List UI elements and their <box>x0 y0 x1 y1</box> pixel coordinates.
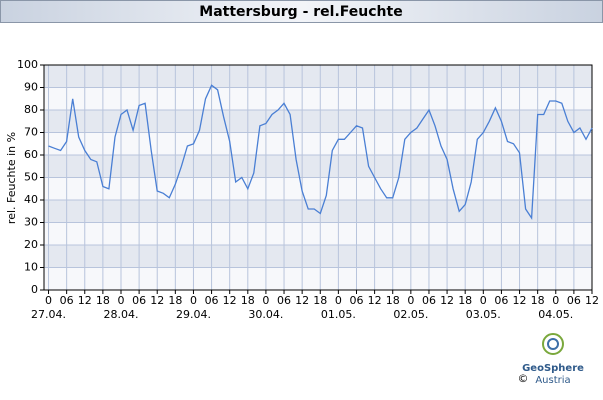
y-tick-label: 100 <box>17 58 38 71</box>
x-tick-label: 18 <box>386 294 400 307</box>
x-tick-label: 06 <box>567 294 581 307</box>
x-tick-label: 0 <box>407 294 414 307</box>
x-tick-label: 18 <box>241 294 255 307</box>
y-axis-label: rel. Feuchte in % <box>5 132 18 224</box>
x-tick-label: 12 <box>78 294 92 307</box>
x-tick-label: 12 <box>150 294 164 307</box>
day-label: 02.05. <box>393 308 428 321</box>
grid-band <box>44 65 592 88</box>
x-tick-label: 0 <box>262 294 269 307</box>
y-tick-label: 50 <box>24 171 38 184</box>
day-label: 04.05. <box>538 308 573 321</box>
x-tick-label: 06 <box>277 294 291 307</box>
x-tick-label: 0 <box>117 294 124 307</box>
x-tick-label: 06 <box>60 294 74 307</box>
x-tick-label: 0 <box>45 294 52 307</box>
y-tick-label: 10 <box>24 261 38 274</box>
day-label: 29.04. <box>176 308 211 321</box>
x-tick-label: 18 <box>458 294 472 307</box>
x-tick-label: 12 <box>223 294 237 307</box>
x-tick-label: 06 <box>349 294 363 307</box>
x-tick-label: 12 <box>368 294 382 307</box>
day-label: 30.04. <box>248 308 283 321</box>
y-tick-label: 40 <box>24 193 38 206</box>
y-tick-label: 70 <box>24 126 38 139</box>
copyright: © <box>518 372 529 385</box>
day-label: 28.04. <box>103 308 138 321</box>
x-tick-label: 06 <box>132 294 146 307</box>
day-label: 03.05. <box>466 308 501 321</box>
x-tick-label: 12 <box>440 294 454 307</box>
day-label: 01.05. <box>321 308 356 321</box>
day-label: 27.04. <box>31 308 66 321</box>
x-tick-label: 0 <box>480 294 487 307</box>
logo-name: GeoSphere <box>522 363 584 374</box>
y-tick-label: 30 <box>24 216 38 229</box>
x-tick-label: 06 <box>494 294 508 307</box>
x-tick-label: 18 <box>531 294 545 307</box>
logo-sub: Austria <box>535 375 570 386</box>
x-tick-label: 18 <box>96 294 110 307</box>
grid-band <box>44 110 592 133</box>
x-tick-label: 0 <box>190 294 197 307</box>
grid-band <box>44 245 592 268</box>
y-tick-label: 20 <box>24 238 38 251</box>
grid-band <box>44 155 592 178</box>
x-tick-label: 0 <box>552 294 559 307</box>
x-tick-label: 06 <box>205 294 219 307</box>
x-tick-label: 06 <box>422 294 436 307</box>
x-tick-label: 18 <box>313 294 327 307</box>
y-tick-label: 90 <box>24 81 38 94</box>
y-tick-label: 80 <box>24 103 38 116</box>
x-tick-label: 12 <box>295 294 309 307</box>
chart-title: Mattersburg - rel.Feuchte <box>199 4 402 20</box>
x-tick-label: 0 <box>335 294 342 307</box>
x-tick-label: 12 <box>585 294 599 307</box>
data-line <box>48 84 593 220</box>
y-tick-label: 0 <box>31 283 38 296</box>
y-tick-label: 60 <box>24 148 38 161</box>
logo <box>542 333 564 355</box>
x-tick-label: 12 <box>513 294 527 307</box>
plot-frame <box>43 64 593 291</box>
x-tick-label: 18 <box>168 294 182 307</box>
